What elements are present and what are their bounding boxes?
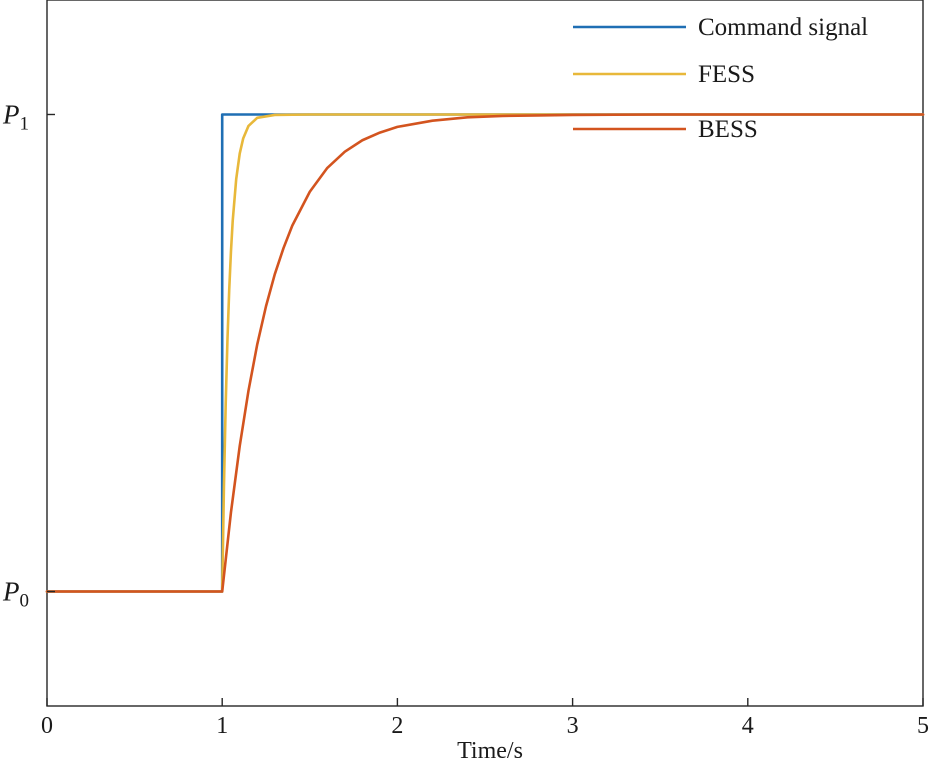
legend-label-1: FESS [698,61,755,88]
x-tick-label-5: 5 [917,713,929,739]
series-line-2 [45,113,925,593]
x-tick-label-0: 0 [41,713,53,739]
legend-label-2: BESS [698,116,758,143]
y-tick-label-1: P1 [2,99,29,134]
x-tick-label-4: 4 [742,713,754,739]
x-tick-label-1: 1 [216,713,228,739]
x-tick-label-3: 3 [567,713,579,739]
series-layer [45,113,925,593]
x-tick-label-2: 2 [391,713,403,739]
plot-frame [46,0,924,707]
series-line-0 [45,113,925,593]
series-line-1 [45,113,925,593]
y-tick-label-0: P0 [2,577,29,612]
legend: Command signal FESS BESS [573,14,868,143]
legend-label-0: Command signal [698,14,868,41]
ticks-layer: 0 1 2 3 4 5 P0 P1 [2,99,929,739]
x-axis-title: Time/s [457,738,523,763]
